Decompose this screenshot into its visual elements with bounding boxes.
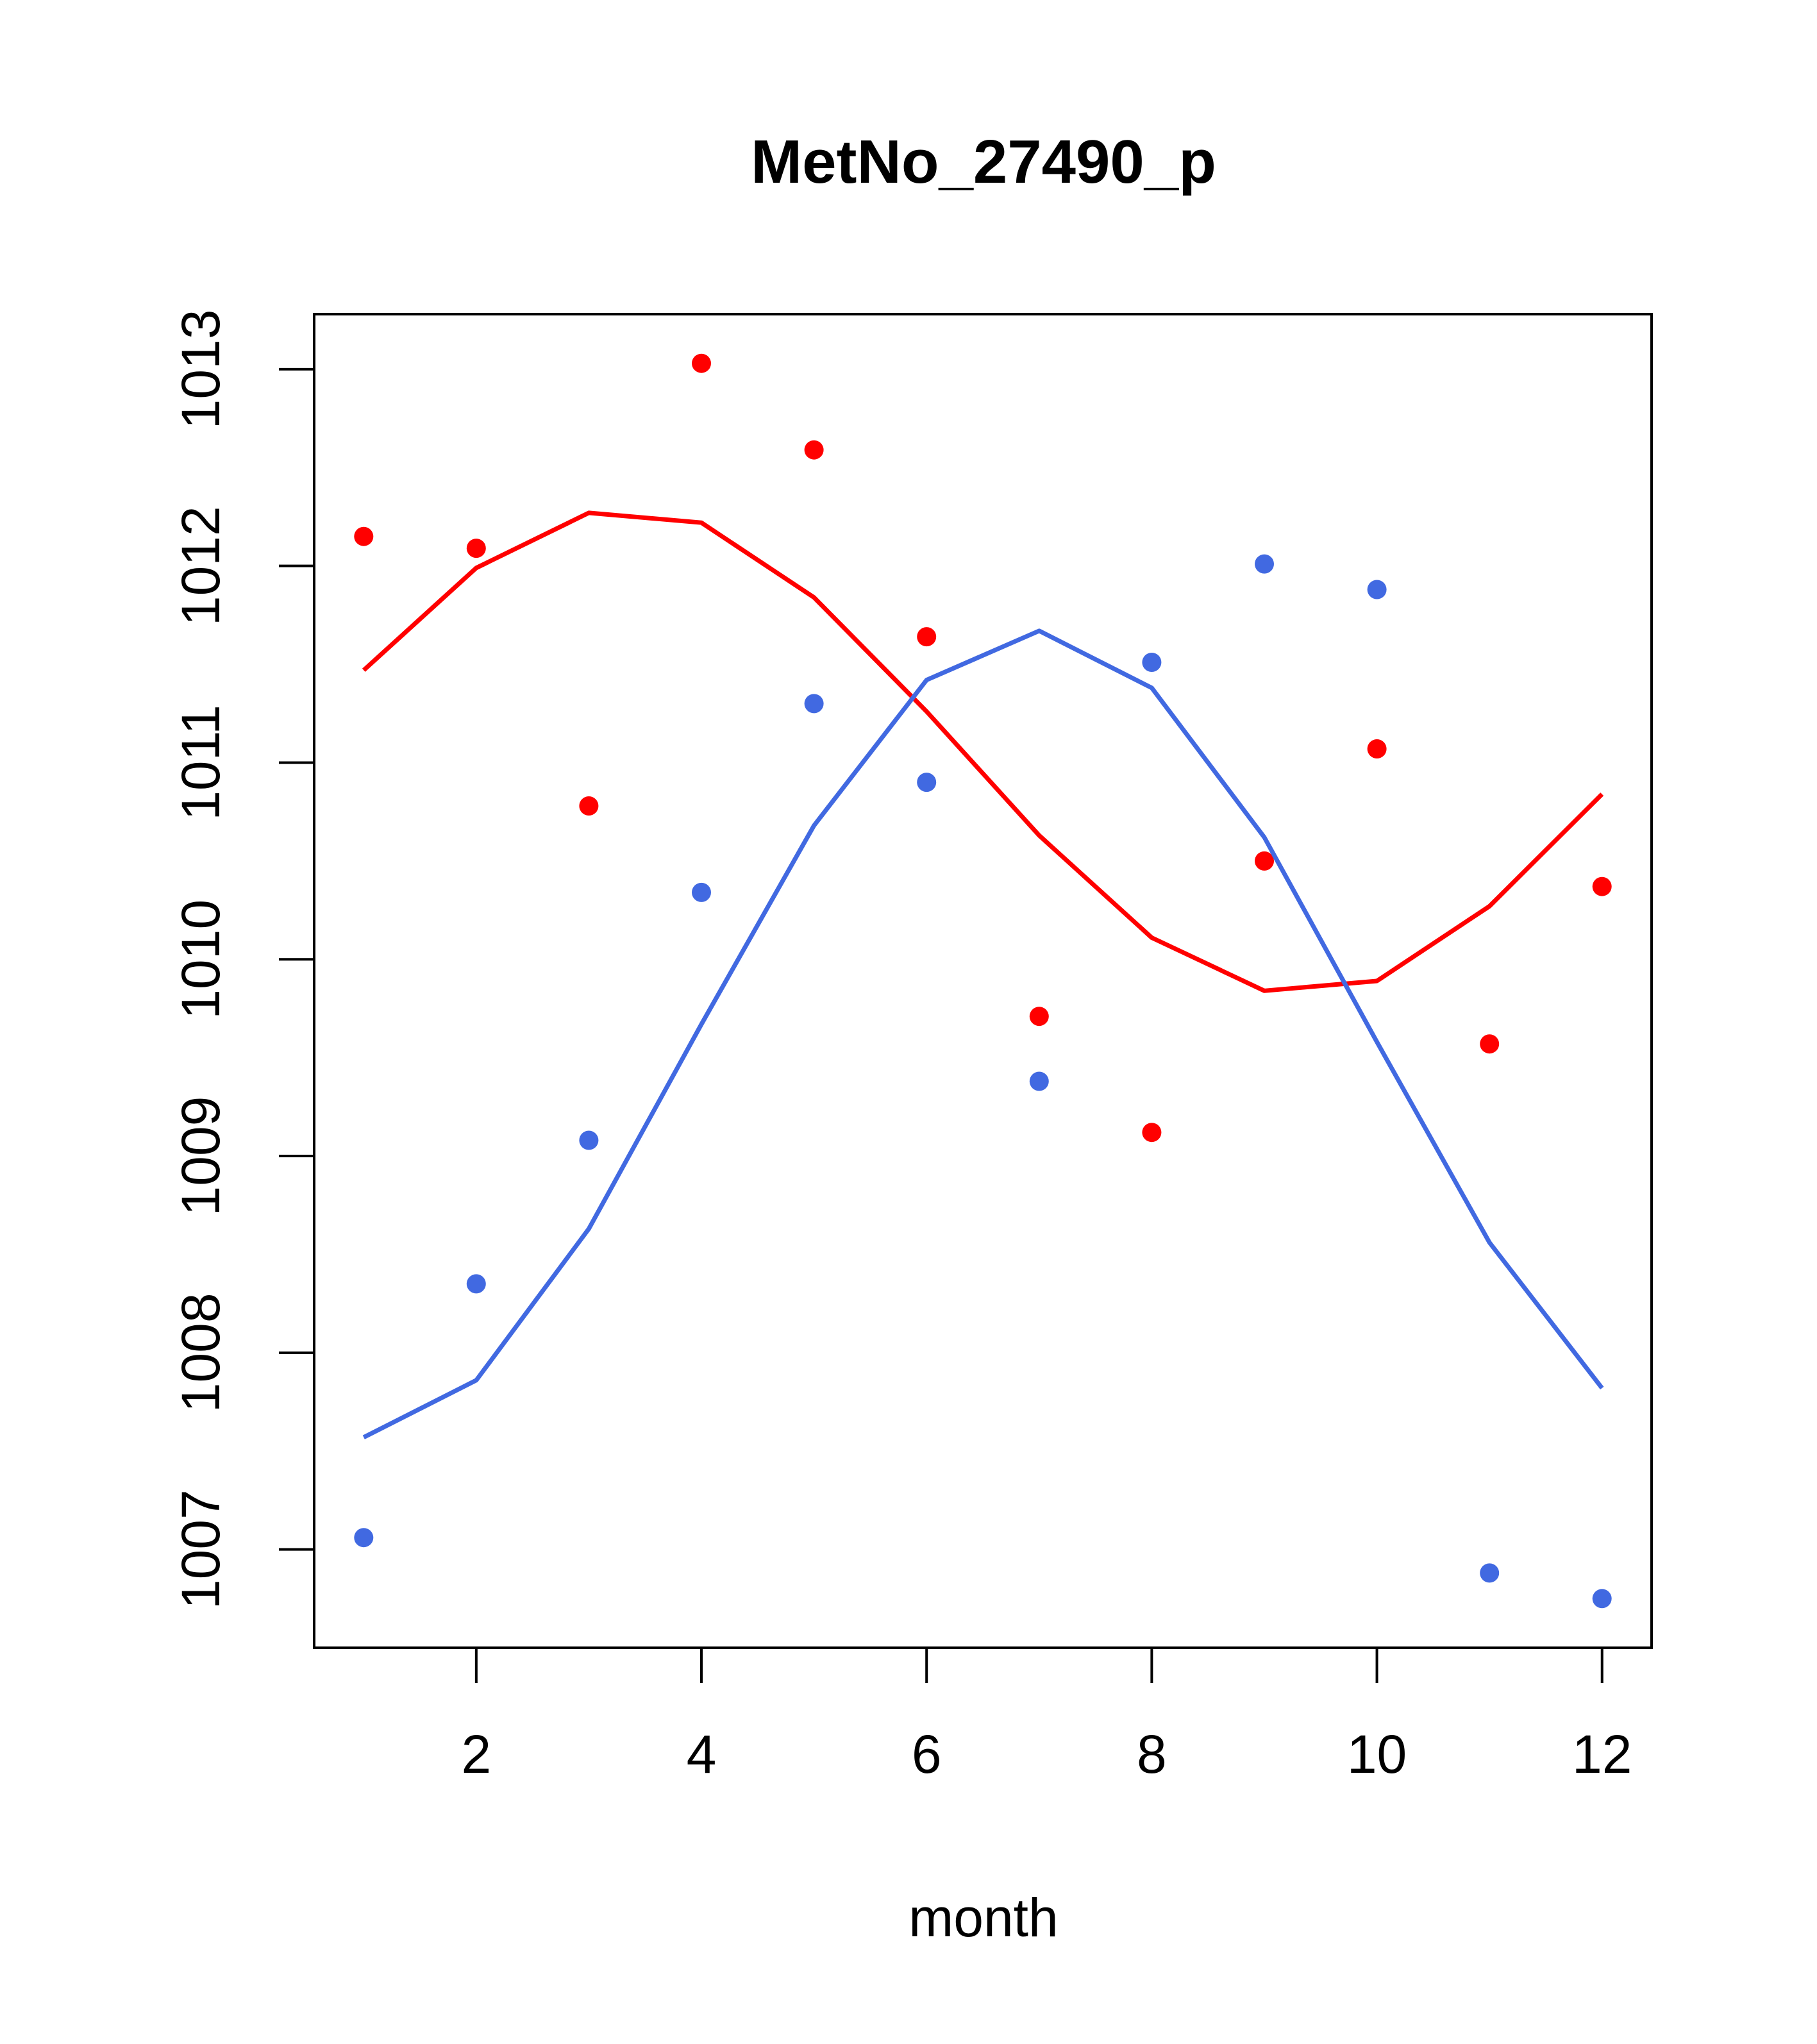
blue-points-point-8 (1142, 653, 1162, 672)
blue-points-point-12 (1592, 1589, 1612, 1609)
blue-points-point-11 (1480, 1563, 1500, 1583)
y-tick-label-1011: 1011 (171, 705, 231, 821)
blue-points-point-5 (804, 694, 824, 714)
blue-points-point-6 (917, 773, 937, 792)
blue-points-point-10 (1367, 580, 1387, 599)
x-tick-label-6: 6 (912, 1724, 942, 1784)
blue-points-point-7 (1029, 1071, 1049, 1091)
x-tick-label-2: 2 (461, 1724, 491, 1784)
y-tick-label-1008: 1008 (171, 1293, 231, 1412)
chart-title: MetNo_27490_p (751, 128, 1216, 196)
red-points-point-11 (1480, 1034, 1500, 1054)
red-points-point-12 (1592, 876, 1612, 896)
red-points-point-1 (354, 526, 374, 546)
red-points-point-5 (804, 440, 824, 460)
red-points-point-10 (1367, 739, 1387, 758)
x-tick-label-10: 10 (1347, 1724, 1407, 1784)
red-points-point-3 (579, 796, 599, 816)
blue-points-point-3 (579, 1130, 599, 1150)
blue-points-point-1 (354, 1528, 374, 1548)
blue-fit-line (362, 628, 1604, 1439)
blue-points-point-2 (466, 1274, 486, 1294)
red-points-point-7 (1029, 1007, 1049, 1026)
x-tick-label-4: 4 (687, 1724, 717, 1784)
red-points-point-8 (1142, 1123, 1162, 1143)
y-tick-label-1010: 1010 (171, 900, 231, 1019)
red-points-point-4 (692, 353, 711, 373)
blue-points-point-4 (692, 882, 711, 902)
x-tick-label-12: 12 (1572, 1724, 1632, 1784)
x-axis-label: month (908, 1888, 1058, 1948)
red-points-point-2 (466, 539, 486, 558)
blue-points-point-9 (1255, 554, 1274, 574)
y-tick-label-1009: 1009 (171, 1096, 231, 1216)
red-fit-line (362, 510, 1604, 993)
y-tick-label-1012: 1012 (171, 506, 231, 626)
x-tick-label-8: 8 (1137, 1724, 1167, 1784)
chart-marks (354, 353, 1612, 1609)
y-tick-label-1013: 1013 (171, 309, 231, 429)
red-points-point-9 (1255, 851, 1274, 871)
red-points-point-6 (917, 627, 937, 647)
y-tick-label-1007: 1007 (171, 1489, 231, 1609)
plot-frame (313, 313, 1653, 1649)
